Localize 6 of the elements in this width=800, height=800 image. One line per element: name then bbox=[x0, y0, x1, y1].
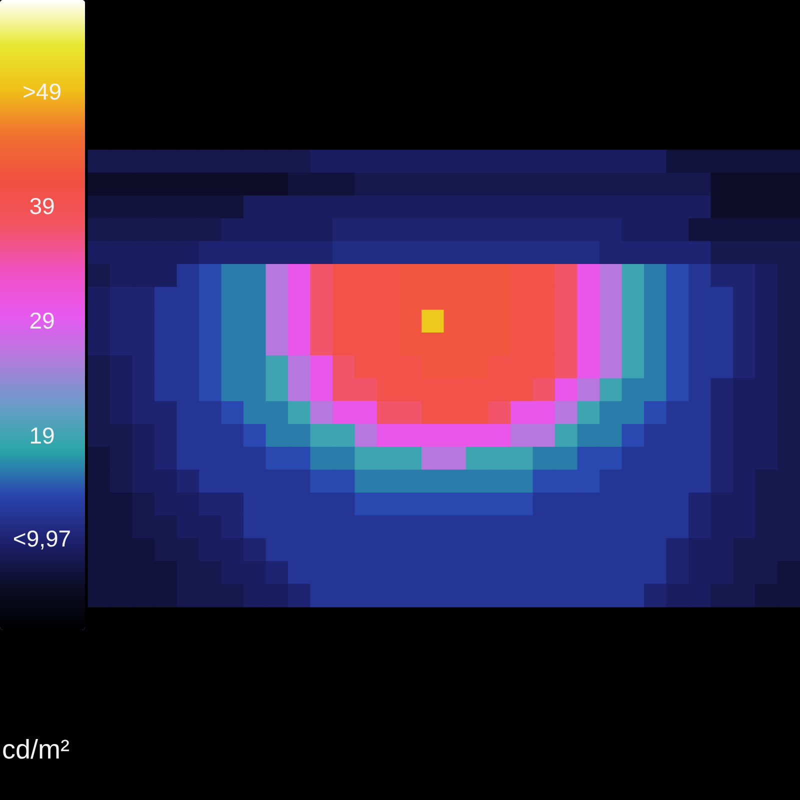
color-bar-label: 29 bbox=[29, 308, 55, 334]
color-bar-label: <9,97 bbox=[12, 526, 72, 552]
color-bar-title: cd/m² bbox=[2, 734, 70, 764]
color-bar-label: 39 bbox=[29, 193, 55, 220]
color-bar-label: >49 bbox=[22, 78, 62, 105]
color-bar-label: 19 bbox=[29, 422, 55, 448]
